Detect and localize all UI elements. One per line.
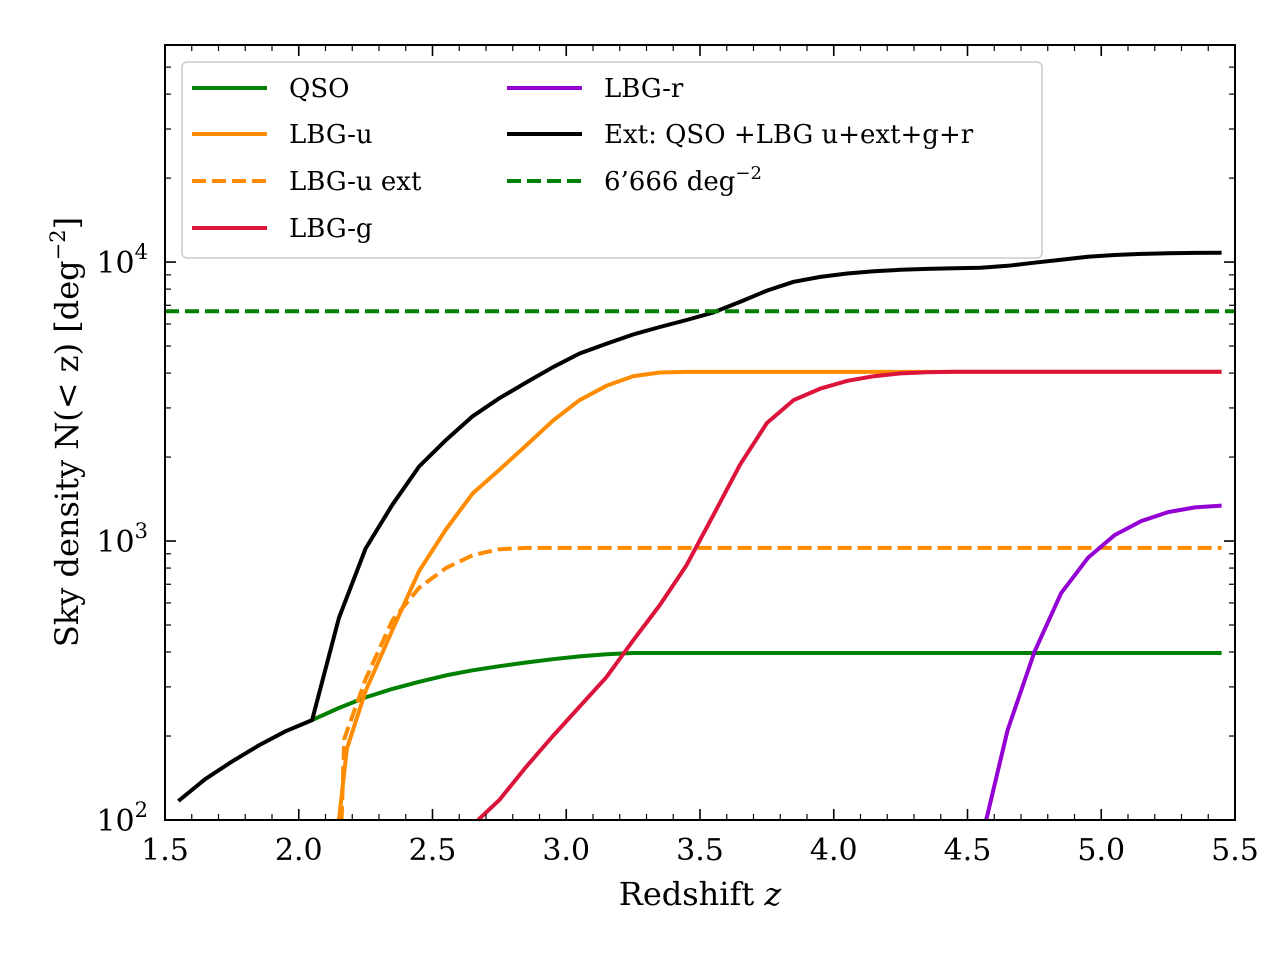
legend-label-lbg-u: LBG-u	[289, 120, 373, 150]
series-line-lbg-u	[336, 369, 1222, 821]
x-tick-label: 2.5	[409, 833, 457, 868]
series-line-lbg-g	[476, 369, 1222, 822]
series-line-lbg-u-ext	[339, 545, 1222, 821]
series-layer	[165, 250, 1235, 822]
legend-label-lbg-r: LBG-r	[604, 74, 684, 104]
x-axis-variable: z	[763, 875, 782, 913]
y-tick-label: 104	[96, 240, 148, 281]
series-line-qso	[311, 651, 1222, 722]
x-axis-label: Redshift z	[619, 875, 783, 913]
legend-label-6-666-deg: 6’666 deg−2	[604, 163, 762, 197]
x-tick-label: 2.0	[275, 833, 323, 868]
series-line-lbg-r	[984, 503, 1222, 821]
y-axis-label-exponent: −2	[46, 229, 70, 260]
legend-label-ext-qso-lbg-u-ext-g-r: Ext: QSO +LBG u+ext+g+r	[604, 120, 974, 150]
legend-label-lbg-u-ext: LBG-u ext	[289, 167, 422, 197]
x-tick-label: 1.5	[141, 833, 189, 868]
y-tick-label: 103	[96, 519, 148, 560]
x-tick-label: 4.5	[944, 833, 992, 868]
x-tick-label: 5.0	[1077, 833, 1125, 868]
legend: QSO LBG-u LBG-u ext LBG-g LBG-r Ext: QSO +LBG…	[181, 61, 1043, 259]
legend-entries: QSO LBG-u LBG-u ext LBG-g LBG-r Ext: QSO +LBG…	[192, 74, 974, 244]
legend-box	[181, 61, 1043, 259]
series-line-ext-qso-lbg-u-ext-g-r	[177, 250, 1222, 803]
y-axis-label: Sky density N(< z) [deg−2]	[46, 217, 86, 647]
x-tick-label: 3.5	[676, 833, 724, 868]
plot-frame	[164, 44, 1236, 821]
x-tick-label: 3.0	[542, 833, 590, 868]
x-tick-label: 4.0	[810, 833, 858, 868]
y-axis-label-bracket: ]	[48, 217, 86, 229]
legend-label-lbg-g: LBG-g	[289, 214, 373, 244]
legend-label-qso: QSO	[289, 74, 349, 104]
x-tick-label: 5.5	[1211, 833, 1259, 868]
